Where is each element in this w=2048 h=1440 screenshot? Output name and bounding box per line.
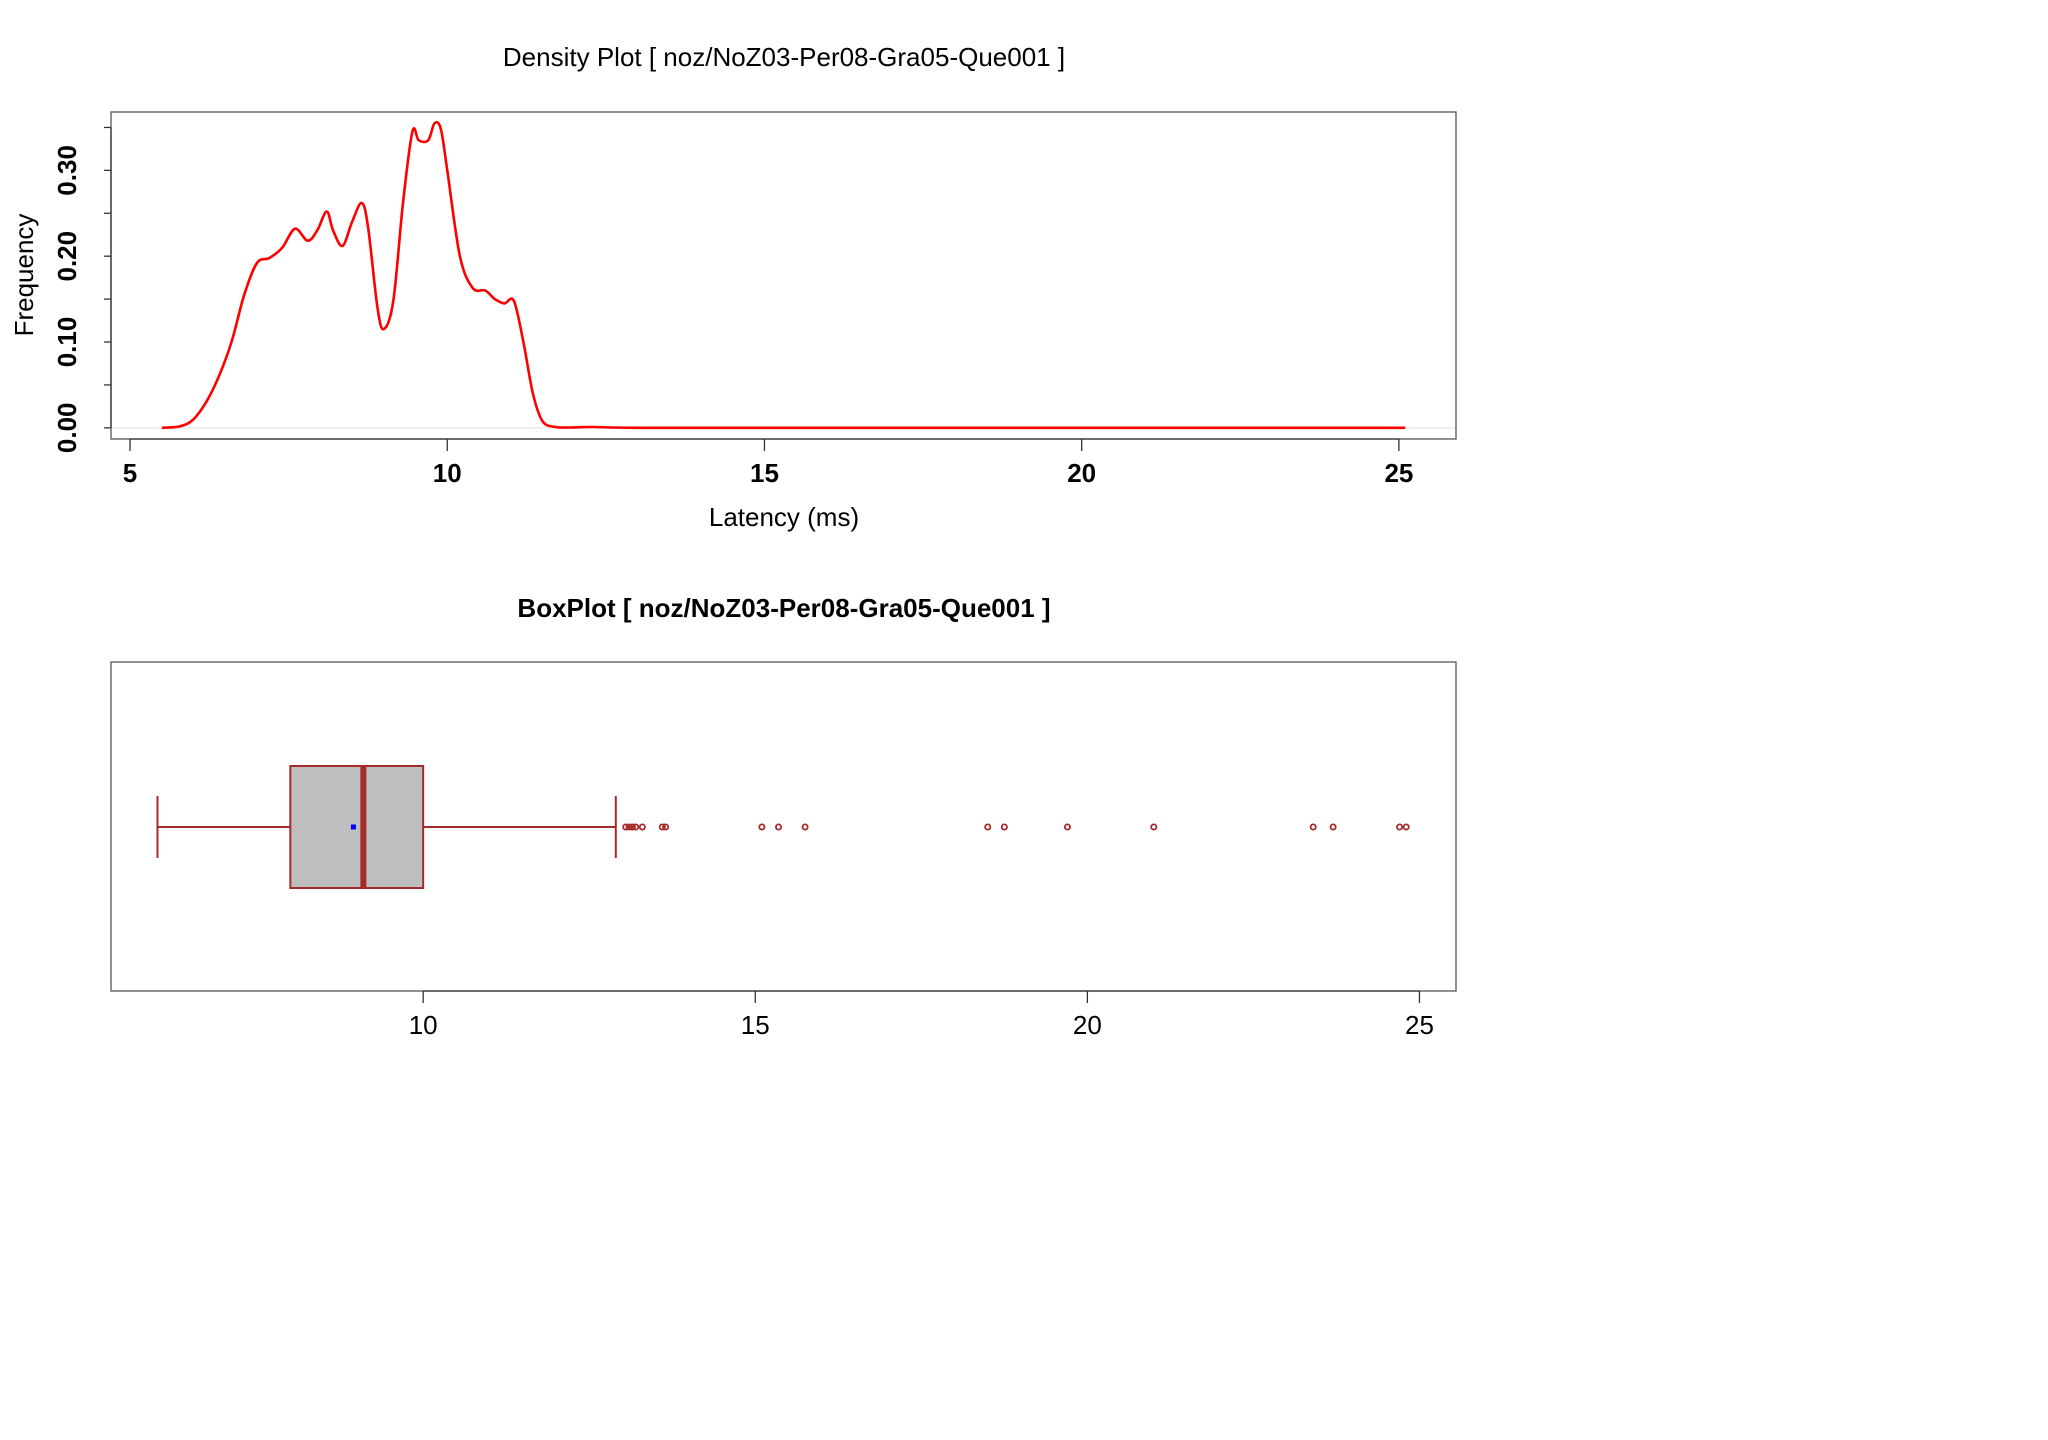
density-y-tick-label: 0.10 — [52, 317, 82, 368]
density-x-tick-label: 10 — [433, 458, 462, 488]
density-y-axis: 0.00 0.10 0.20 0.30 — [52, 126, 112, 453]
box-x-tick-label: 20 — [1073, 1010, 1102, 1040]
density-y-tick-label: 0.00 — [52, 402, 82, 453]
box-layer — [156, 765, 1410, 889]
box-outlier — [632, 823, 640, 831]
density-y-tick-label: 0.20 — [52, 231, 82, 282]
box-iqr — [289, 765, 425, 889]
box-x-axis: 10 15 20 25 — [409, 990, 1434, 1040]
box-outlier — [1309, 823, 1317, 831]
box-outlier — [628, 823, 636, 831]
box-outlier — [758, 823, 766, 831]
density-curve — [161, 120, 1406, 430]
box-mean-marker — [350, 824, 356, 830]
density-y-tick-label: 0.30 — [52, 145, 82, 196]
box-outlier — [625, 823, 633, 831]
density-x-axis: 5 10 15 20 25 — [123, 438, 1413, 488]
box-outlier — [984, 823, 992, 831]
box-x-tick-label: 25 — [1405, 1010, 1434, 1040]
box-outlier — [658, 823, 666, 831]
box-outlier — [1402, 823, 1410, 831]
box-outlier — [662, 823, 670, 831]
density-y-axis-label: Frequency — [9, 214, 39, 337]
figure: Density Plot [ noz/NoZ03-Per08-Gra05-Que… — [9, 42, 1457, 1040]
density-x-tick-label: 20 — [1067, 458, 1096, 488]
box-plot: BoxPlot [ noz/NoZ03-Per08-Gra05-Que001 ]… — [110, 593, 1457, 1040]
box-outlier — [801, 823, 809, 831]
box-outlier — [622, 823, 630, 831]
box-outlier — [1000, 823, 1008, 831]
density-plot-title: Density Plot [ noz/NoZ03-Per08-Gra05-Que… — [503, 42, 1065, 72]
box-outlier — [1063, 823, 1071, 831]
density-x-tick-label: 25 — [1384, 458, 1413, 488]
box-outlier — [638, 823, 646, 831]
density-plot-frame — [110, 111, 1457, 440]
box-outlier — [1329, 823, 1337, 831]
density-plot: Density Plot [ noz/NoZ03-Per08-Gra05-Que… — [9, 42, 1457, 532]
density-x-tick-label: 5 — [123, 458, 137, 488]
density-x-axis-label: Latency (ms) — [709, 502, 859, 532]
box-outlier — [1150, 823, 1158, 831]
box-outlier — [1396, 823, 1404, 831]
box-x-tick-label: 10 — [409, 1010, 438, 1040]
box-x-tick-label: 15 — [741, 1010, 770, 1040]
box-outlier — [775, 823, 783, 831]
density-x-tick-label: 15 — [750, 458, 779, 488]
box-plot-title: BoxPlot [ noz/NoZ03-Per08-Gra05-Que001 ] — [517, 593, 1050, 623]
